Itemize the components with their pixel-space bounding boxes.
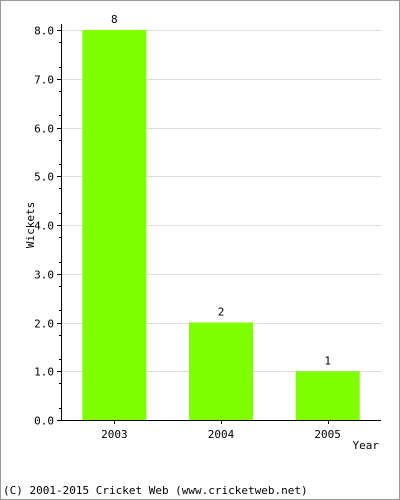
data-labels: 8 2 1	[111, 13, 331, 367]
y-tick-label: 3.0	[34, 269, 54, 282]
y-tick-label: 1.0	[34, 366, 54, 379]
x-tick-label: 2005	[314, 428, 341, 441]
data-label-2004: 2	[218, 306, 225, 319]
bar-2003	[82, 30, 147, 420]
y-tick-label: 2.0	[34, 318, 54, 331]
y-tick-label: 8.0	[34, 25, 54, 38]
y-tick-label: 4.0	[34, 220, 54, 233]
x-tick-label: 2003	[101, 428, 128, 441]
bar-2004	[189, 322, 253, 420]
axes	[57, 24, 381, 424]
y-axis-title: Wickets	[24, 202, 37, 248]
bars	[82, 30, 360, 420]
bar-2005	[295, 371, 360, 420]
y-tick-labels: 0.0 1.0 2.0 3.0 4.0 5.0 6.0 7.0 8.0	[34, 25, 54, 428]
y-tick-label: 7.0	[34, 74, 54, 87]
x-axis-title: Year	[353, 439, 380, 452]
data-label-2003: 8	[111, 13, 118, 26]
data-label-2005: 1	[324, 354, 331, 367]
y-tick-label: 5.0	[34, 171, 54, 184]
copyright-footer: (C) 2001-2015 Cricket Web (www.cricketwe…	[3, 484, 308, 497]
y-tick-label: 6.0	[34, 123, 54, 136]
x-tick-labels: 2003 2004 2005	[101, 428, 341, 441]
y-tick-label: 0.0	[34, 415, 54, 428]
x-tick-label: 2004	[208, 428, 235, 441]
